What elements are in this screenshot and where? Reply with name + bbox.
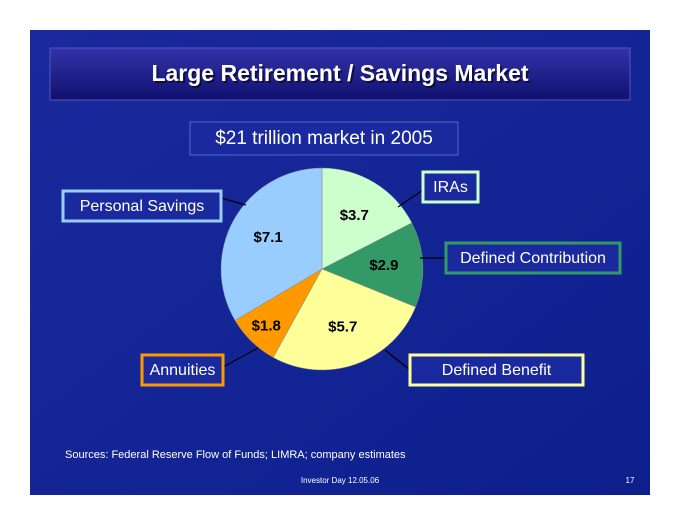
callout-box	[408, 353, 585, 387]
callout-box	[61, 189, 223, 223]
source: Sources: Federal Reserve Flow of Funds; …	[65, 449, 406, 461]
title-shadow: Large Retirement / Savings Market	[153, 62, 530, 88]
data-label: $7.1	[254, 229, 283, 246]
pie-slice	[272, 268, 416, 371]
legend-label: Annuities	[150, 362, 216, 379]
callout-box	[444, 241, 622, 275]
leader-line	[384, 349, 411, 371]
callout-box	[140, 353, 225, 387]
footer-event: Investor Day 12.05.06	[301, 476, 380, 485]
data-label: $1.8	[252, 317, 281, 334]
data-label: $3.7	[340, 207, 369, 224]
callout-box	[421, 170, 480, 204]
leader-line	[397, 189, 424, 208]
chart-title: Large Retirement / Savings Market	[151, 60, 528, 86]
legend-label: Personal Savings	[80, 198, 205, 215]
subtitle-box	[189, 121, 459, 156]
leader-line	[222, 347, 259, 368]
legend-label: IRAs	[433, 179, 468, 196]
data-label: $5.7	[328, 318, 357, 335]
pie-slice	[220, 167, 323, 321]
leader-line	[220, 197, 247, 206]
data-label: $2.9	[369, 257, 398, 274]
pie-slice	[321, 222, 424, 308]
legend-label: Defined Contribution	[460, 250, 606, 267]
legend-label: Defined Benefit	[442, 362, 552, 379]
page-number: 17	[626, 476, 635, 485]
subtitle: $21 trillion market in 2005	[215, 128, 433, 149]
title-bar	[49, 47, 631, 101]
pie-slice	[321, 167, 413, 270]
